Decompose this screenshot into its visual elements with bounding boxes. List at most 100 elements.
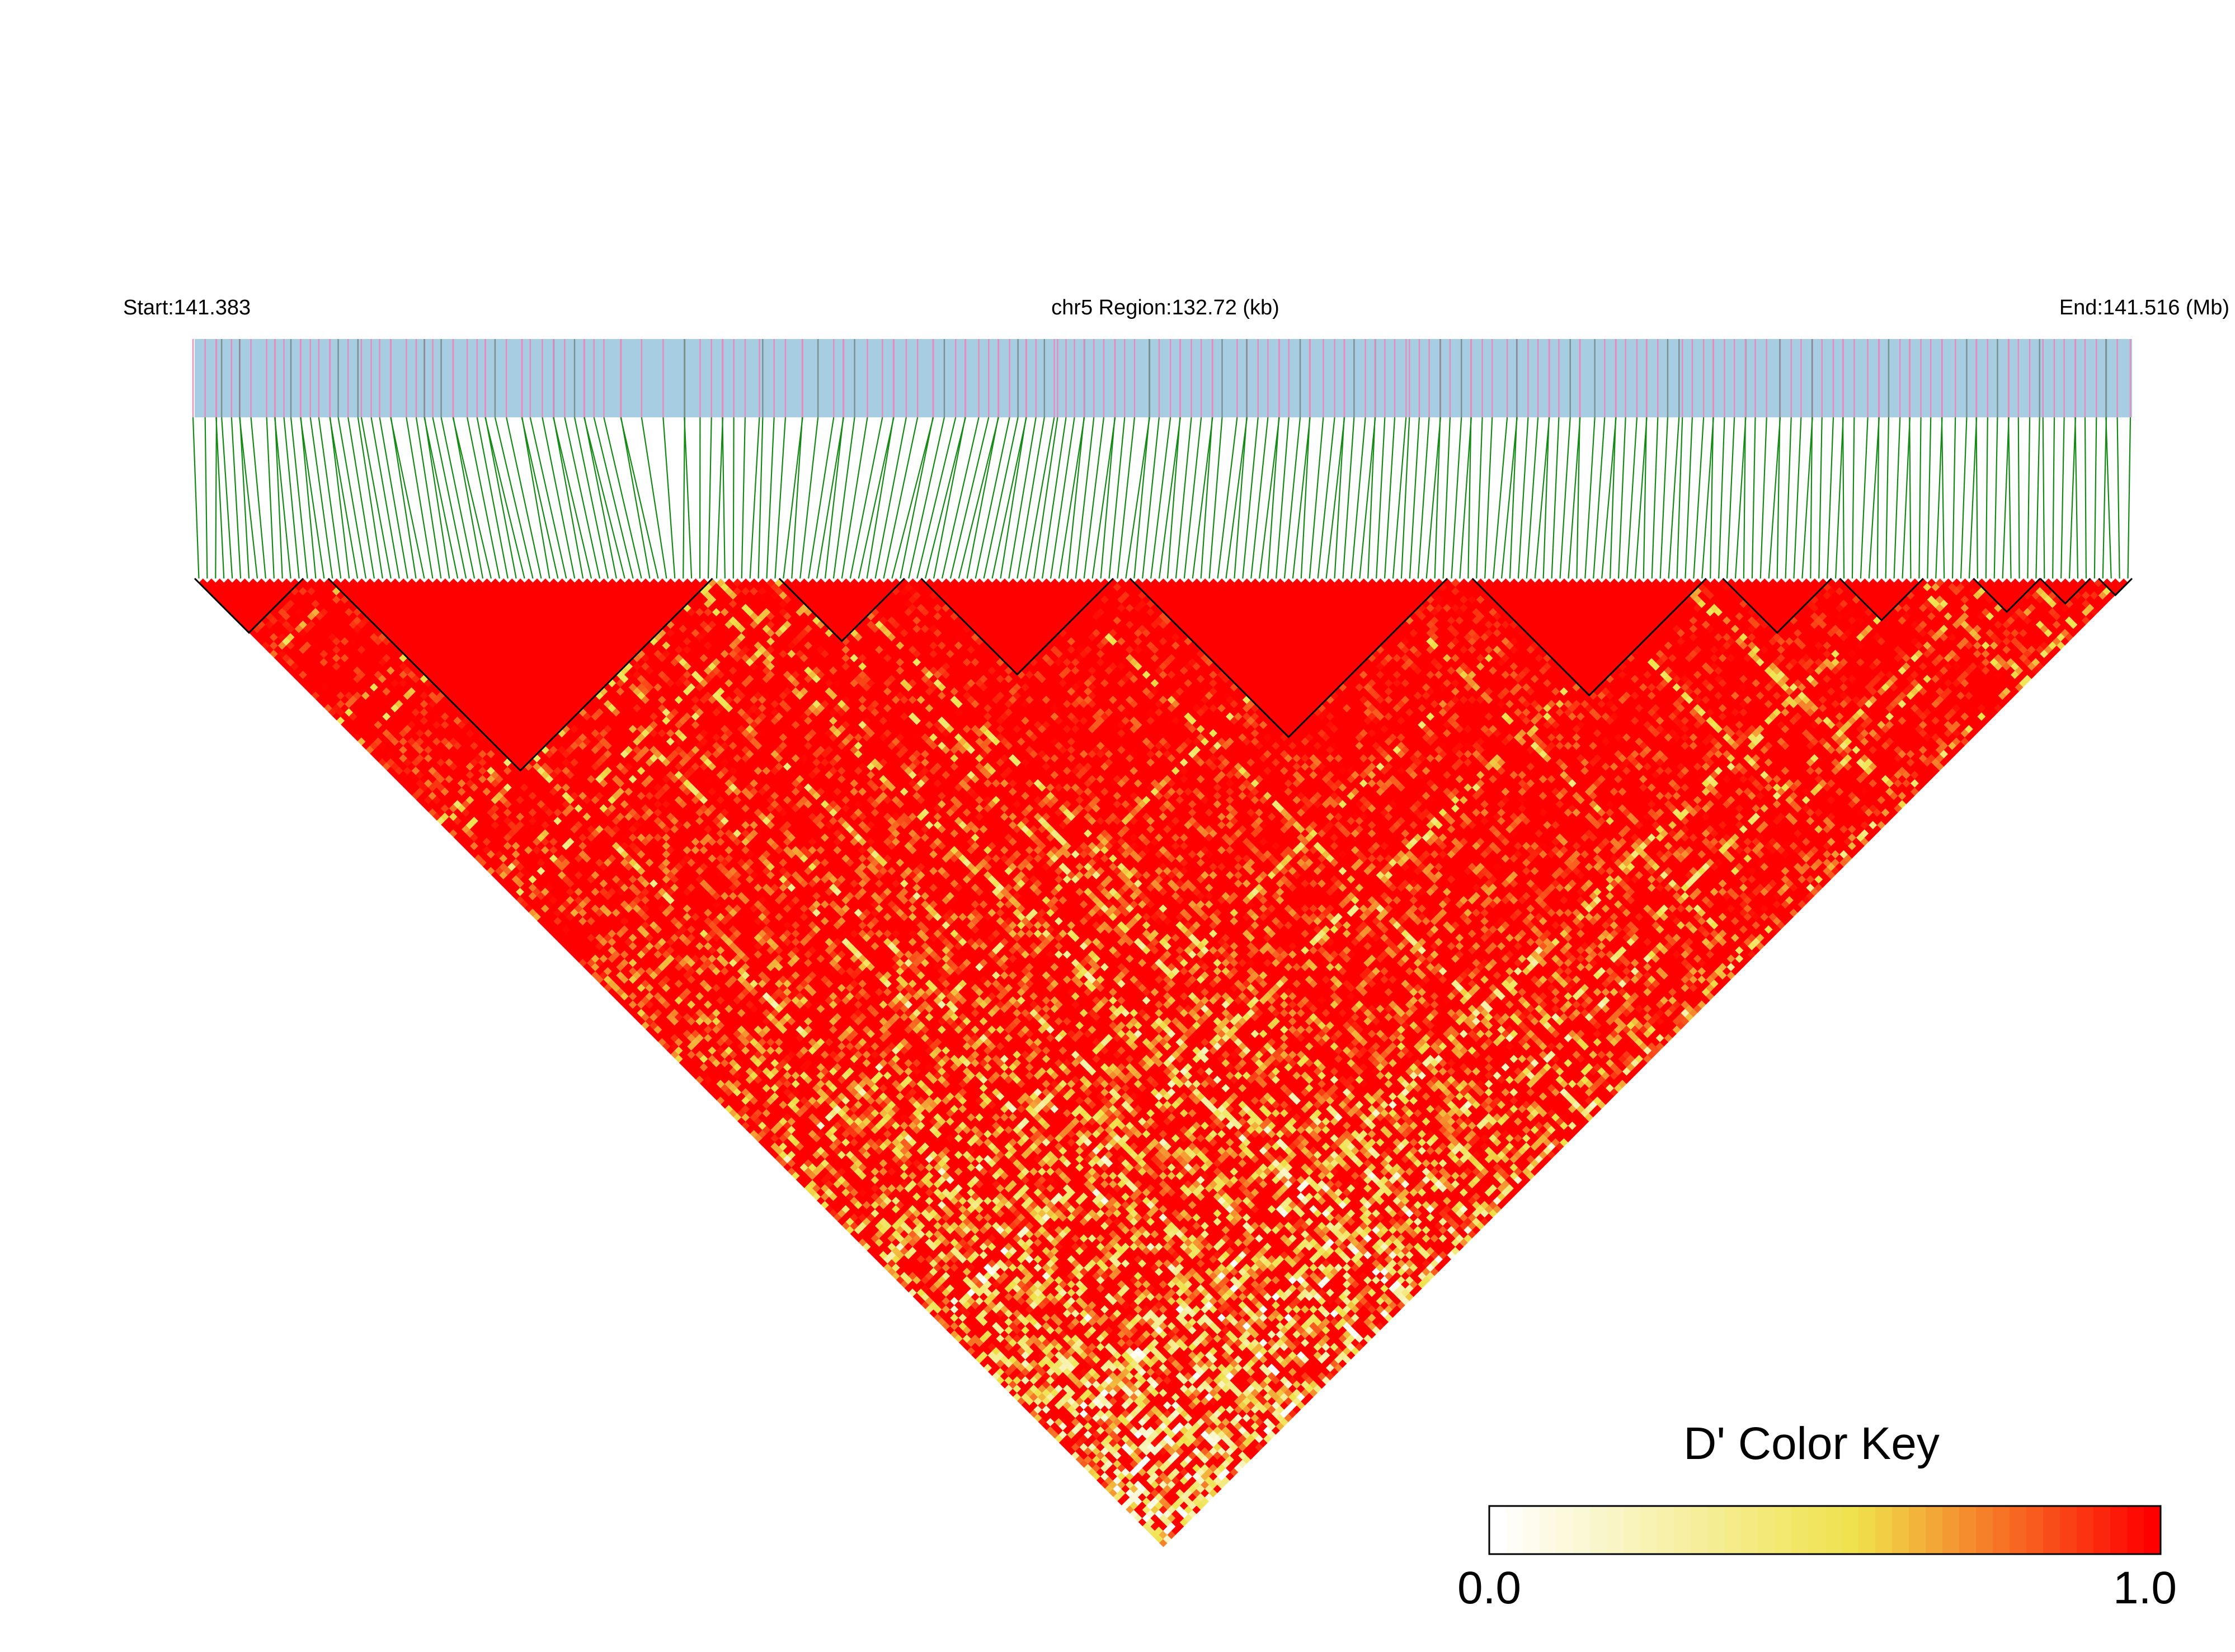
snp-connector xyxy=(1618,417,1626,578)
snp-connector xyxy=(1126,417,1150,578)
snp-connector xyxy=(1318,417,1335,578)
snp-connector xyxy=(1376,417,1385,578)
snp-connector xyxy=(1927,417,1931,578)
snp-connector xyxy=(205,417,208,578)
snp-connector xyxy=(1819,417,1822,578)
snp-connector xyxy=(1719,417,1724,578)
snp-connector xyxy=(1510,417,1517,578)
snp-connector xyxy=(1435,417,1441,578)
snp-connector xyxy=(1427,417,1441,578)
snp-connector xyxy=(2043,417,2045,578)
snp-connector xyxy=(1084,417,1104,578)
snp-position-track xyxy=(193,339,2132,417)
snp-connector xyxy=(1184,417,1201,578)
snp-connector xyxy=(1451,417,1461,578)
snp-connector xyxy=(1502,417,1517,578)
snp-connector xyxy=(1067,417,1084,578)
snp-connector xyxy=(775,417,785,578)
snp-connector xyxy=(683,417,685,578)
snp-connector xyxy=(663,417,675,578)
snp-connector xyxy=(2106,417,2111,578)
snp-connector xyxy=(1385,417,1395,578)
snp-connector xyxy=(1969,417,1977,578)
snp-connector xyxy=(477,417,508,578)
snp-connector xyxy=(575,417,608,578)
snp-connector xyxy=(2003,417,2009,578)
snp-connector xyxy=(1560,417,1570,578)
snp-connector xyxy=(330,417,349,578)
snp-connector xyxy=(267,417,274,578)
snp-connector xyxy=(1518,417,1528,578)
snp-connector xyxy=(2128,417,2130,578)
region-center-label: chr5 Region:132.72 (kb) xyxy=(1051,296,1279,319)
snp-connector xyxy=(485,417,524,578)
snp-connector xyxy=(275,417,291,578)
snp-connector xyxy=(1585,417,1594,578)
snp-connector xyxy=(1936,417,1942,578)
snp-connector xyxy=(1593,417,1605,578)
snp-connector xyxy=(1251,417,1268,578)
snp-connector xyxy=(1942,417,1944,578)
snp-connector xyxy=(240,417,249,578)
snp-connector xyxy=(1961,417,1966,578)
snp-connector xyxy=(2053,417,2054,578)
snp-connector xyxy=(1602,417,1616,578)
snp-connector xyxy=(742,417,745,578)
snp-connector xyxy=(733,417,734,578)
snp-connector-lines xyxy=(193,417,2130,578)
snp-connector xyxy=(1359,417,1375,578)
snp-connector xyxy=(284,417,299,578)
snp-connector xyxy=(1485,417,1492,578)
snp-connector xyxy=(722,417,724,578)
snp-connector xyxy=(1142,417,1159,578)
snp-connector xyxy=(1919,417,1921,578)
snp-connector xyxy=(834,417,855,578)
snp-connector xyxy=(2095,417,2096,578)
snp-connector xyxy=(2118,417,2120,578)
snp-connector xyxy=(1076,417,1094,578)
snp-connector xyxy=(766,417,774,578)
snp-connector xyxy=(1909,417,1911,578)
snp-connector xyxy=(717,417,723,578)
snp-connector xyxy=(925,417,966,578)
snp-connector xyxy=(330,417,357,578)
snp-connector xyxy=(750,417,760,578)
snp-connector xyxy=(1552,417,1559,578)
snp-connector xyxy=(1761,417,1767,578)
snp-connector xyxy=(2061,417,2064,578)
snp-connector xyxy=(1326,417,1345,578)
snp-connector xyxy=(1334,417,1344,578)
snp-connector xyxy=(1986,417,1988,578)
snp-connector xyxy=(1794,417,1801,578)
snp-connector xyxy=(1685,417,1692,578)
snp-connector xyxy=(1827,417,1833,578)
snp-connector xyxy=(215,417,217,578)
snp-connector xyxy=(361,417,391,578)
snp-connector xyxy=(1301,417,1310,578)
snp-connector xyxy=(1727,417,1734,578)
snp-connector xyxy=(1861,417,1868,578)
snp-connector xyxy=(684,417,691,578)
snp-connector xyxy=(584,417,625,578)
snp-connector xyxy=(2027,417,2030,578)
snp-connector xyxy=(1852,417,1854,578)
snp-connector xyxy=(232,417,241,578)
snp-connector xyxy=(1610,417,1616,578)
snp-connector xyxy=(1627,417,1637,578)
snp-connector xyxy=(2036,417,2039,578)
snp-connector xyxy=(1903,417,1910,578)
snp-connector xyxy=(2008,417,2011,578)
snp-connector xyxy=(1527,417,1538,578)
snp-connector xyxy=(2103,417,2106,578)
snp-connector xyxy=(1493,417,1507,578)
snp-connector xyxy=(1351,417,1365,578)
snp-connector xyxy=(1952,417,1955,578)
snp-connector xyxy=(621,417,658,578)
snp-connector xyxy=(1660,417,1668,578)
snp-connector xyxy=(319,417,341,578)
snp-connector xyxy=(1836,417,1843,578)
snp-connector xyxy=(1843,417,1844,578)
snp-connector xyxy=(1476,417,1482,578)
snp-connector xyxy=(800,417,818,578)
